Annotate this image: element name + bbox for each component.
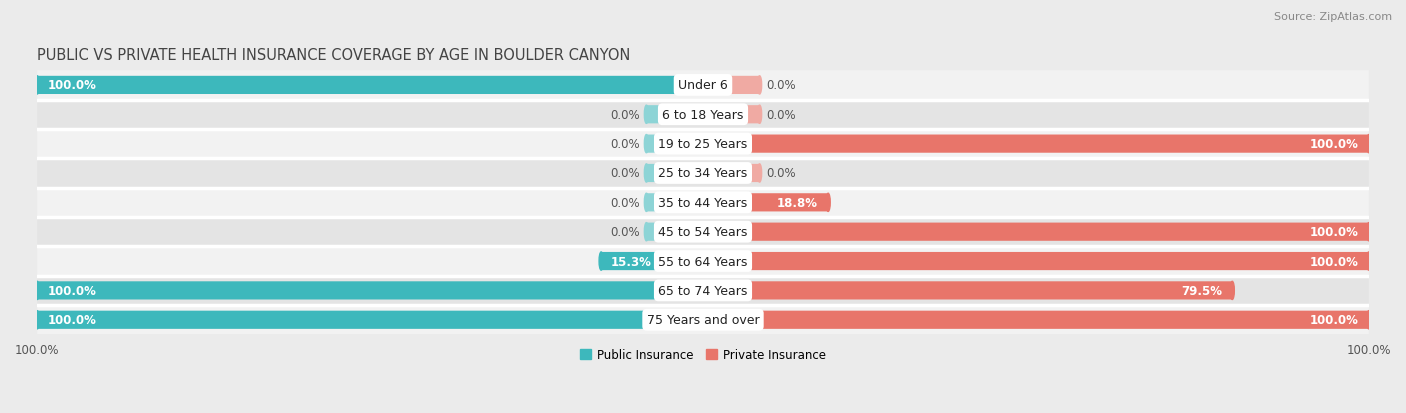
Text: 18.8%: 18.8% [778,196,818,209]
Circle shape [702,135,704,153]
Text: 0.0%: 0.0% [610,196,640,209]
FancyBboxPatch shape [703,223,1369,241]
Circle shape [702,164,704,183]
Text: 45 to 54 Years: 45 to 54 Years [658,225,748,239]
Circle shape [644,194,648,212]
FancyBboxPatch shape [37,77,703,95]
FancyBboxPatch shape [37,130,1369,159]
Circle shape [702,106,704,124]
FancyBboxPatch shape [647,106,703,124]
Text: 100.0%: 100.0% [48,79,96,92]
Circle shape [702,194,704,212]
Circle shape [644,106,648,124]
Text: 6 to 18 Years: 6 to 18 Years [662,109,744,121]
Circle shape [1367,223,1371,241]
Circle shape [644,164,648,183]
FancyBboxPatch shape [703,252,1369,271]
Text: 100.0%: 100.0% [48,313,96,326]
FancyBboxPatch shape [37,305,1369,335]
Circle shape [702,252,704,271]
Text: 0.0%: 0.0% [610,109,640,121]
Circle shape [35,311,39,329]
Circle shape [1367,135,1371,153]
Circle shape [1367,311,1371,329]
FancyBboxPatch shape [647,135,703,153]
Circle shape [1367,252,1371,271]
Circle shape [702,311,704,329]
FancyBboxPatch shape [37,282,703,300]
Circle shape [599,252,603,271]
Circle shape [702,282,704,300]
FancyBboxPatch shape [602,252,703,271]
FancyBboxPatch shape [37,188,1369,218]
FancyBboxPatch shape [37,100,1369,130]
Text: Under 6: Under 6 [678,79,728,92]
Circle shape [702,135,704,153]
Text: PUBLIC VS PRIVATE HEALTH INSURANCE COVERAGE BY AGE IN BOULDER CANYON: PUBLIC VS PRIVATE HEALTH INSURANCE COVER… [37,48,631,63]
Circle shape [35,282,39,300]
Text: 0.0%: 0.0% [610,225,640,239]
Circle shape [702,77,704,95]
FancyBboxPatch shape [703,106,759,124]
Circle shape [35,77,39,95]
Text: 79.5%: 79.5% [1181,284,1222,297]
FancyBboxPatch shape [647,164,703,183]
Text: Source: ZipAtlas.com: Source: ZipAtlas.com [1274,12,1392,22]
FancyBboxPatch shape [703,282,1232,300]
Circle shape [827,194,830,212]
FancyBboxPatch shape [37,159,1369,188]
FancyBboxPatch shape [703,77,759,95]
Text: 35 to 44 Years: 35 to 44 Years [658,196,748,209]
Legend: Public Insurance, Private Insurance: Public Insurance, Private Insurance [575,343,831,366]
Circle shape [758,106,762,124]
Circle shape [702,282,704,300]
FancyBboxPatch shape [37,71,1369,100]
Circle shape [702,223,704,241]
FancyBboxPatch shape [37,218,1369,247]
Circle shape [702,164,704,183]
Text: 0.0%: 0.0% [766,167,796,180]
FancyBboxPatch shape [703,311,1369,329]
Text: 0.0%: 0.0% [610,167,640,180]
Circle shape [758,164,762,183]
Circle shape [702,223,704,241]
FancyBboxPatch shape [647,194,703,212]
FancyBboxPatch shape [37,247,1369,276]
Circle shape [702,311,704,329]
Circle shape [702,194,704,212]
Text: 25 to 34 Years: 25 to 34 Years [658,167,748,180]
Circle shape [1230,282,1234,300]
Text: 100.0%: 100.0% [1310,225,1358,239]
Text: 100.0%: 100.0% [48,284,96,297]
Circle shape [644,135,648,153]
Text: 100.0%: 100.0% [1310,255,1358,268]
Text: 100.0%: 100.0% [1310,313,1358,326]
Text: 0.0%: 0.0% [766,109,796,121]
FancyBboxPatch shape [703,135,1369,153]
Text: 0.0%: 0.0% [610,138,640,151]
Text: 65 to 74 Years: 65 to 74 Years [658,284,748,297]
Circle shape [702,77,704,95]
Circle shape [702,106,704,124]
Circle shape [758,77,762,95]
Text: 100.0%: 100.0% [1310,138,1358,151]
Circle shape [644,223,648,241]
Text: 0.0%: 0.0% [766,79,796,92]
Text: 19 to 25 Years: 19 to 25 Years [658,138,748,151]
FancyBboxPatch shape [37,276,1369,305]
FancyBboxPatch shape [647,223,703,241]
FancyBboxPatch shape [703,194,828,212]
Text: 55 to 64 Years: 55 to 64 Years [658,255,748,268]
Text: 75 Years and over: 75 Years and over [647,313,759,326]
Text: 15.3%: 15.3% [612,255,652,268]
Circle shape [702,252,704,271]
FancyBboxPatch shape [37,311,703,329]
FancyBboxPatch shape [703,164,759,183]
